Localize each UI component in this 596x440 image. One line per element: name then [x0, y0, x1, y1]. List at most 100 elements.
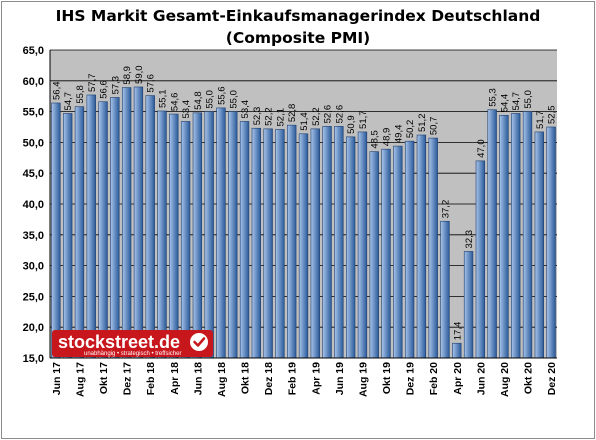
data-label: 53,4: [240, 100, 251, 118]
y-tick-label: 20,0: [23, 322, 44, 334]
x-tick-label: Dez 18: [263, 362, 275, 395]
data-label: 54,7: [63, 92, 74, 111]
bar-dez-17: [121, 87, 132, 359]
x-tick-label: Okt 19: [381, 362, 393, 394]
data-label: 57,3: [110, 76, 121, 95]
data-label: 51,2: [417, 114, 428, 133]
bar-mai-19: [322, 126, 332, 359]
bar-aug-20: [499, 115, 509, 359]
bar-okt-17: [98, 101, 108, 359]
bar-jul-20: [487, 109, 497, 359]
data-label: 59,0: [134, 65, 145, 84]
bar-nov-18: [251, 127, 262, 359]
data-label: 55,3: [488, 88, 499, 107]
data-label: 57,7: [87, 73, 98, 92]
bar-aug-17: [74, 106, 85, 359]
x-tick-label: Okt 18: [240, 362, 252, 394]
bar-feb-18: [145, 95, 155, 359]
data-label: 37,2: [440, 200, 451, 219]
data-label: 55,6: [216, 86, 227, 105]
bar-apr-18: [169, 113, 179, 359]
bar-jun-17: [51, 102, 61, 359]
x-tick-label: Feb 19: [287, 362, 299, 395]
data-label: 52,1: [275, 108, 286, 127]
data-label: 55,0: [205, 90, 216, 109]
data-label: 56,4: [51, 81, 62, 100]
data-label: 47,0: [476, 139, 487, 158]
data-label: 52,2: [264, 107, 275, 126]
bar-jun-20: [475, 160, 486, 359]
data-label: 52,5: [547, 106, 558, 125]
bar-jul-17: [63, 113, 73, 359]
x-tick-label: Dez 19: [405, 362, 417, 395]
checkmark-icon: [190, 333, 208, 351]
bar-mai-20: [463, 251, 474, 359]
y-tick-label: 60,0: [23, 76, 44, 88]
bar-jan-20: [416, 134, 427, 359]
data-label: 52,6: [334, 105, 345, 124]
x-tick-label: Aug 17: [74, 362, 86, 397]
data-label: 51,7: [358, 110, 369, 129]
x-tick-label: Aug 20: [499, 362, 511, 397]
bar-sep-19: [369, 151, 379, 359]
data-label: 54,7: [511, 92, 522, 111]
data-label: 55,1: [158, 89, 169, 108]
bar-apr-20: [452, 342, 462, 359]
bar-jul-18: [204, 111, 214, 359]
x-tick-label: Dez 20: [546, 362, 558, 395]
bar-nov-20: [534, 131, 544, 359]
data-label: 32,3: [464, 230, 475, 249]
logo-text: stockstreet.de: [58, 332, 180, 352]
data-label: 52,6: [323, 105, 334, 124]
logo-tagline: unabhängig • strategisch • treffsicher: [84, 351, 181, 357]
y-tick-label: 55,0: [23, 107, 44, 119]
y-tick-label: 65,0: [23, 45, 44, 57]
chart-title-line-2: (Composite PMI): [226, 29, 371, 47]
chart-title-line-1: IHS Markit Gesamt-Einkaufsmanagerindex D…: [56, 7, 541, 25]
data-label: 55,8: [75, 85, 86, 104]
data-label: 58,9: [122, 66, 133, 85]
x-tick-label: Dez 17: [122, 362, 134, 395]
data-label: 50,7: [429, 117, 440, 136]
x-tick-label: Okt 17: [98, 362, 110, 394]
x-tick-label: Apr 19: [310, 362, 322, 395]
x-tick-label: Aug 19: [357, 362, 369, 397]
data-label: 54,6: [169, 93, 180, 112]
x-tick-label: Okt 20: [523, 362, 535, 394]
y-tick-label: 40,0: [23, 199, 44, 211]
bar-mai-18: [180, 121, 191, 359]
x-tick-label: Jun 17: [51, 362, 63, 395]
bar-nov-19: [393, 145, 403, 359]
data-label: 53,4: [181, 100, 192, 119]
bar-jun-19: [334, 126, 344, 359]
y-tick-label: 15,0: [23, 353, 44, 365]
y-tick-label: 35,0: [23, 230, 44, 242]
x-tick-label: Aug 18: [216, 362, 228, 397]
bar-okt-19: [381, 148, 391, 359]
y-tick-label: 50,0: [23, 137, 44, 149]
bar-mrz-18: [157, 110, 167, 359]
data-label: 51,4: [299, 112, 310, 131]
bar-jan-18: [133, 86, 144, 359]
data-label: 57,6: [146, 74, 157, 93]
data-label: 49,4: [393, 125, 404, 144]
bar-nov-17: [110, 97, 120, 359]
y-axis-tick-labels: 15,0 20,0 25,0 30,0 35,0 40,0 45,0 50,0 55,0 60,0…: [23, 45, 44, 365]
data-label: 54,8: [193, 91, 204, 110]
bar-jan-19: [275, 129, 285, 359]
data-labels: 56,454,7 55,857,7 56,6 57,358,9 59,0 57,655,1…: [51, 65, 557, 340]
data-label: 52,3: [252, 107, 263, 126]
data-label: 50,9: [346, 115, 357, 134]
bar-jul-19: [345, 136, 356, 359]
bar-sep-18: [228, 111, 238, 359]
x-tick-label: Jun 20: [475, 362, 487, 395]
bar-sep-20: [511, 113, 521, 359]
y-tick-label: 30,0: [23, 261, 44, 273]
data-label: 55,0: [228, 90, 239, 109]
data-label: 48,5: [370, 130, 381, 149]
bar-feb-19: [287, 124, 297, 359]
bar-feb-20: [428, 137, 438, 359]
bar-dez-18: [263, 128, 273, 359]
bar-dez-20: [546, 126, 556, 359]
bar-aug-18: [216, 107, 226, 359]
